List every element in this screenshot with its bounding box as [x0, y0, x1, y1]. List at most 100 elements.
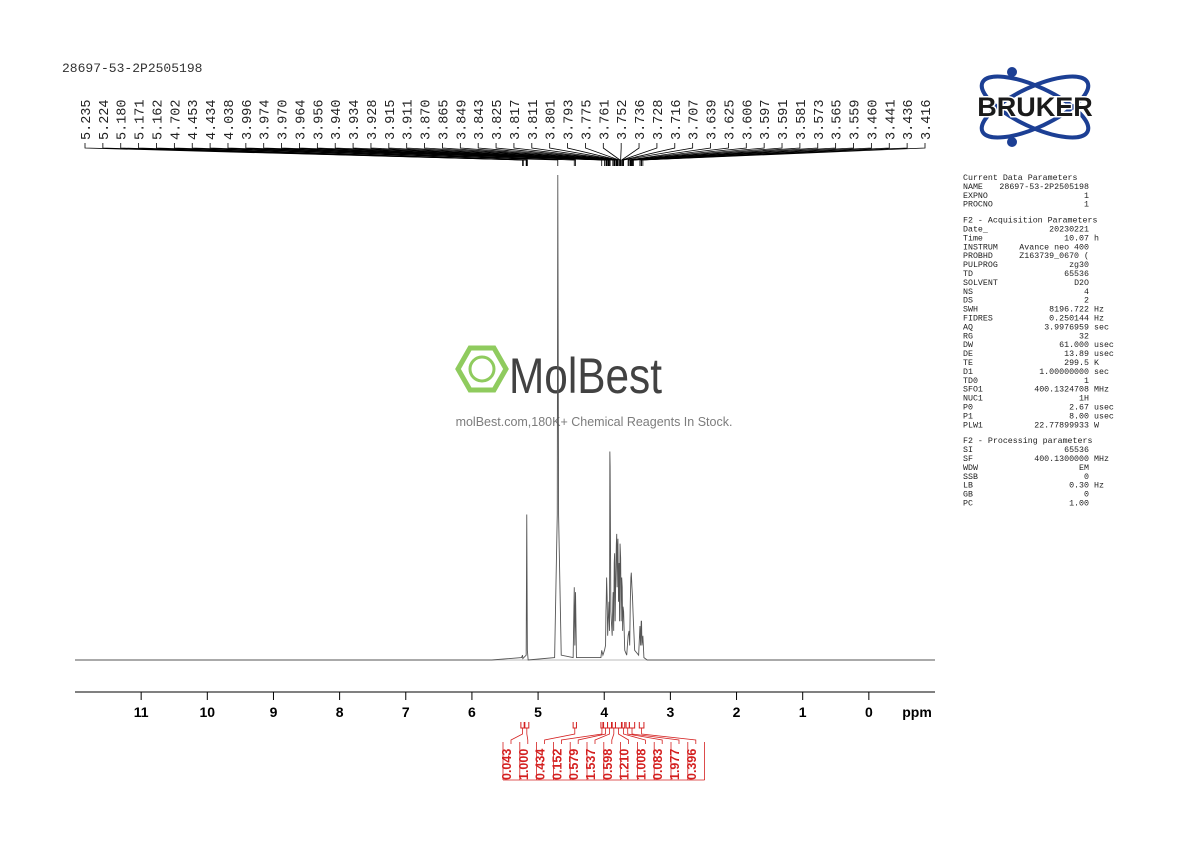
parameter-value: 1.00	[1069, 500, 1089, 509]
integral-label: 1.210	[618, 749, 632, 780]
integral-label: 0.396	[685, 749, 699, 780]
parameter-name: INSTRUM	[963, 243, 998, 252]
peak-label: 3.573	[813, 99, 828, 140]
integral-connector	[526, 728, 529, 744]
peak-label: 3.956	[312, 99, 327, 140]
parameter-value: 8.00	[1069, 412, 1089, 421]
integral-bracket	[520, 722, 525, 729]
peak-label: 3.559	[849, 99, 864, 140]
peak-label: 3.565	[831, 99, 846, 140]
parameter-name: SF	[963, 455, 973, 464]
parameter-name: PROCNO	[963, 201, 993, 210]
peak-label: 4.702	[169, 99, 184, 140]
parameter-name: GB	[963, 491, 973, 500]
parameter-unit: K	[1094, 359, 1099, 368]
integral-connector	[641, 728, 697, 744]
parameter-unit: usec	[1094, 350, 1114, 359]
peak-label: 5.171	[134, 99, 149, 140]
integral-bracket	[628, 722, 636, 729]
logo-dot	[1007, 137, 1017, 147]
parameter-unit: W	[1094, 421, 1099, 430]
peak-connector	[549, 143, 618, 166]
integral-bracket	[600, 722, 604, 729]
parameter-name: PULPROG	[963, 261, 998, 270]
peak-label: 3.728	[652, 99, 667, 140]
parameter-value: 1.00000000	[1039, 368, 1089, 377]
parameter-value: 22.77899933	[1034, 421, 1089, 430]
integral-connector	[618, 728, 629, 744]
parameter-name: AQ	[963, 323, 973, 332]
logo-orbit	[979, 74, 1091, 140]
x-axis-label: ppm	[902, 704, 932, 720]
peak-label: 3.581	[795, 99, 810, 140]
integral-label: 1.008	[634, 749, 648, 780]
peak-connector	[642, 143, 926, 166]
peak-connector	[370, 143, 610, 166]
peak-connector	[627, 143, 711, 166]
parameter-value: 1H	[1079, 395, 1089, 404]
peak-connector	[623, 143, 694, 166]
watermark-hexagon	[455, 345, 509, 393]
parameter-unit: MHz	[1094, 455, 1109, 464]
parameter-value: Avance neo 400	[1019, 243, 1089, 252]
parameter-unit: sec	[1094, 368, 1109, 377]
peak-label: 3.970	[277, 99, 292, 140]
parameter-unit: usec	[1094, 341, 1114, 350]
parameter-value: Z163739_0670 (	[1019, 251, 1089, 261]
integral-connector	[561, 728, 603, 744]
peak-label: 3.460	[866, 99, 881, 140]
parameter-value: EM	[1079, 464, 1089, 473]
peak-label: 3.870	[420, 99, 435, 140]
parameter-name: PROBHD	[963, 252, 993, 261]
parameter-value: 400.1324708	[1034, 386, 1089, 395]
peak-connector	[622, 143, 676, 166]
peak-connector	[631, 143, 801, 166]
parameter-name: RG	[963, 332, 973, 341]
integral-bracket	[621, 722, 626, 729]
parameter-value: 4	[1084, 288, 1089, 297]
spectrum	[75, 174, 935, 661]
parameter-name: Time	[963, 233, 983, 243]
peak-label: 3.591	[777, 99, 792, 140]
peak-label: 3.436	[902, 99, 917, 140]
peak-label: 3.843	[473, 99, 488, 140]
parameter-section-title: F2 - Processing parameters	[963, 436, 1092, 446]
peak-label: 3.915	[384, 99, 399, 140]
integral-label: 0.598	[601, 749, 615, 780]
peak-connector	[620, 143, 622, 166]
parameter-value: 400.1300000	[1034, 455, 1089, 464]
parameter-name: SSB	[963, 473, 978, 482]
parameter-value: 13.89	[1064, 350, 1089, 359]
peak-connector	[585, 143, 620, 166]
x-tick-label: 2	[733, 704, 741, 720]
parameter-unit: Hz	[1094, 315, 1104, 324]
peak-label: 4.038	[223, 99, 238, 140]
peak-label: 3.639	[706, 99, 721, 140]
peak-label: 5.224	[98, 99, 113, 140]
integral-label: 0.579	[567, 749, 581, 780]
chart-title: 28697-53-2P2505198	[62, 61, 202, 76]
parameter-value: 65536	[1064, 270, 1089, 279]
peak-label: 3.849	[455, 99, 470, 140]
peak-label: 3.964	[294, 99, 309, 140]
peak-connector	[621, 143, 658, 166]
watermark-tagline: molBest.com,180K+ Chemical Reagents In S…	[456, 415, 733, 429]
x-tick-label: 9	[270, 704, 278, 720]
peak-label: 4.453	[187, 99, 202, 140]
watermark: MolBest molBest.com,180K+ Chemical Reage…	[455, 345, 733, 429]
parameter-unit: Hz	[1094, 482, 1104, 491]
peak-label: 3.441	[884, 99, 899, 140]
peak-label: 3.597	[759, 99, 774, 140]
x-tick-label: 11	[134, 704, 149, 720]
peak-connector	[531, 143, 618, 166]
x-tick-label: 6	[468, 704, 476, 720]
parameter-value: 299.5	[1064, 359, 1089, 368]
parameter-name: SWH	[963, 306, 978, 315]
parameter-unit: MHz	[1094, 386, 1109, 395]
integral-connector	[611, 728, 615, 744]
peak-connector	[567, 143, 619, 166]
parameter-value: 20230221	[1049, 226, 1089, 235]
parameter-unit: h	[1094, 233, 1099, 243]
